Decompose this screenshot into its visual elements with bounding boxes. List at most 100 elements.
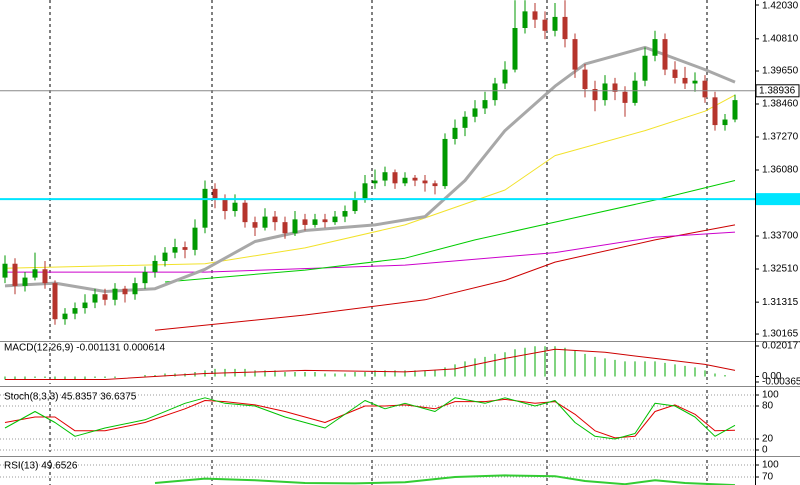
candle-body [122,288,128,295]
y-tick-label: 1.33700 [762,231,799,242]
candle-body [422,180,428,184]
panel [0,460,755,485]
y-tick-label: 1.42030 [762,1,799,12]
y-tick-label: 0.00 [762,371,782,382]
y-tick-label: 70 [762,472,774,483]
candle-body [562,16,568,40]
panel [2,0,738,340]
candle-body [282,222,288,234]
candle-body [72,308,78,314]
candle-body [362,183,368,200]
y-tick-label: 20 [762,434,774,445]
candle-body [92,294,98,303]
candle-body [582,69,588,90]
candle-body [502,69,508,84]
candle-body [572,39,578,70]
candle-body [522,11,528,29]
candle-body [242,202,248,223]
candle-body [602,83,608,101]
y-tick-label: 1.38460 [762,99,799,110]
y-tick-label: 100 [762,460,779,471]
candle-body [542,19,548,31]
candle-body [172,247,178,253]
candle-body [192,227,198,250]
candle-body [712,97,718,126]
candle-body [42,269,48,284]
candle-body [142,272,148,284]
y-tick-label: 1.40810 [762,33,799,44]
candle-body [182,247,188,250]
candle-body [12,263,18,286]
candle-body [82,302,88,309]
indicator-line [154,224,736,331]
candle-body [642,55,648,81]
candle-body [152,260,158,273]
candle-body [232,202,238,212]
y-tick-label: 1.32510 [762,264,799,275]
indicator-line [4,397,736,440]
candle-body [22,277,28,286]
candle-body [462,116,468,128]
candle-body [702,80,708,98]
indicator-line [4,94,736,269]
candle-body [612,83,618,92]
candle-body [452,127,458,139]
candle-body [52,283,58,320]
indicator-line [154,474,736,485]
candle-body [482,100,488,109]
indicator-line [4,45,736,293]
candle-body [102,294,108,300]
rsi-header: RSI(13) 49.6526 [4,461,78,472]
candle-body [472,108,478,117]
candle-body [592,89,598,101]
candle-body [262,216,268,228]
indicator-line [5,348,736,380]
candle-body [352,199,358,212]
y-tick-label: 1.36080 [762,165,799,176]
y-tick-label: 1.39650 [762,66,799,77]
candle-body [552,16,558,31]
candle-body [662,39,668,70]
candle-body [342,211,348,217]
current-price-label: 1.38936 [759,85,796,96]
indicator-line [5,231,736,273]
candle-body [402,177,408,184]
candle-body [492,83,498,101]
current-price-tag [755,84,800,98]
candle-body [622,91,628,103]
panel [4,343,736,384]
candle-body [632,80,638,103]
candle-body [162,252,168,261]
candle-body [692,80,698,84]
candle-body [32,269,38,278]
candle-body [512,28,518,70]
y-tick-label: 0 [762,445,768,456]
candle-body [272,216,278,223]
candle-body [532,11,538,20]
candle-body [222,199,228,212]
stoch-header: Stoch(8,3,3) 45.8357 36.6375 [4,392,137,403]
candle-body [112,288,118,300]
y-tick-label: 80 [762,401,774,412]
candle-body [292,219,298,234]
level-tag [756,193,800,206]
candle-body [252,222,258,228]
y-tick-label: -0.003655 [762,377,800,388]
y-tick-label: 100 [762,390,779,401]
candle-body [722,119,728,126]
candle-body [2,263,8,278]
macd-header: MACD(12,26,9) -0.001131 0.000614 [4,343,165,354]
candle-body [62,313,68,320]
candle-body [332,216,338,223]
candle-body [372,180,378,184]
indicator-line [4,398,736,439]
candle-body [322,219,328,223]
candle-body [432,183,438,187]
candle-body [412,177,418,181]
candle-body [682,77,688,84]
candle-body [382,172,388,181]
y-tick-label: 1.37270 [762,132,799,143]
panel [0,390,755,452]
candle-body [672,69,678,78]
